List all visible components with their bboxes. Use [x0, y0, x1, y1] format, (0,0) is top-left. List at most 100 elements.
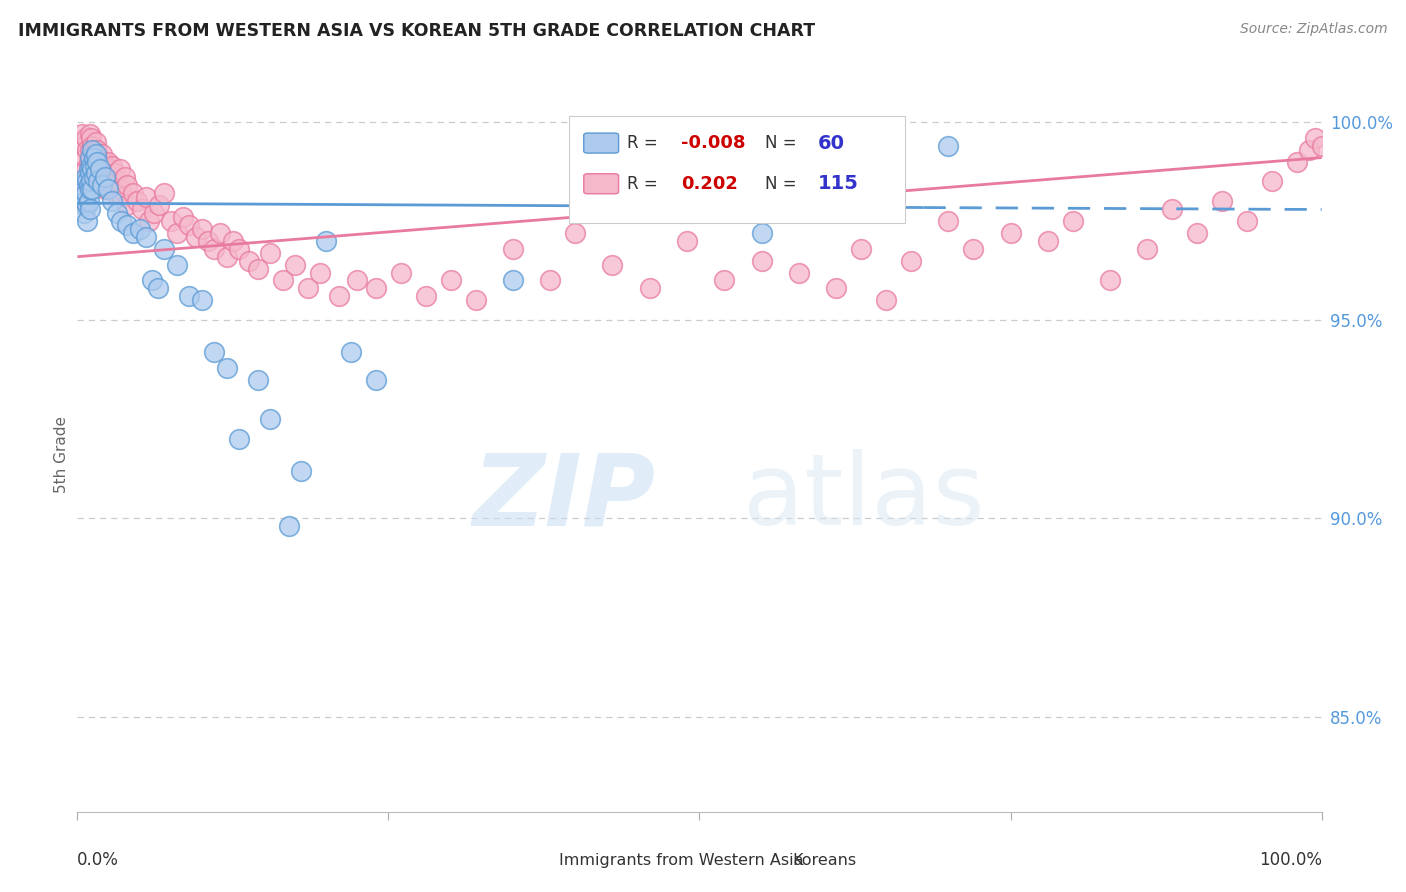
Point	[91, 170, 114, 185]
Point	[290, 464, 312, 478]
Text: 115: 115	[818, 174, 859, 194]
Point	[464, 293, 486, 308]
Text: N =: N =	[765, 175, 803, 193]
Point	[825, 281, 848, 295]
Point	[75, 130, 97, 145]
Point	[79, 159, 101, 173]
Point	[91, 146, 114, 161]
Point	[83, 166, 105, 180]
Point	[82, 143, 104, 157]
Point	[1099, 273, 1122, 287]
Text: 0.202: 0.202	[681, 175, 738, 193]
Point	[86, 143, 108, 157]
Point	[79, 182, 101, 196]
Y-axis label: 5th Grade: 5th Grade	[53, 417, 69, 493]
Point	[94, 170, 117, 185]
Point	[215, 360, 238, 375]
Point	[440, 273, 463, 287]
Point	[84, 146, 107, 161]
Point	[141, 273, 163, 287]
Point	[72, 198, 94, 212]
Point	[962, 242, 984, 256]
Point	[179, 218, 201, 232]
Point	[1136, 242, 1159, 256]
Point	[73, 182, 96, 196]
Point	[179, 289, 201, 303]
Point	[72, 190, 94, 204]
Point	[184, 230, 207, 244]
Point	[1000, 226, 1022, 240]
Point	[76, 174, 98, 188]
Text: 100.0%: 100.0%	[1258, 851, 1322, 869]
Point	[101, 159, 124, 173]
Point	[143, 206, 166, 220]
Point	[309, 266, 332, 280]
Point	[76, 198, 98, 212]
Point	[122, 186, 145, 201]
Point	[602, 258, 624, 272]
Point	[87, 174, 110, 188]
Point	[86, 154, 108, 169]
FancyBboxPatch shape	[569, 116, 905, 223]
Point	[246, 373, 269, 387]
Point	[328, 289, 350, 303]
Point	[148, 281, 170, 295]
Point	[538, 273, 561, 287]
Point	[751, 253, 773, 268]
Point	[73, 151, 96, 165]
Point	[83, 151, 105, 165]
Point	[89, 178, 111, 193]
Point	[259, 245, 281, 260]
Point	[82, 174, 104, 188]
Point	[222, 234, 245, 248]
Point	[93, 162, 115, 177]
Point	[93, 154, 115, 169]
Point	[131, 202, 153, 216]
Point	[1211, 194, 1233, 209]
Point	[1298, 143, 1320, 157]
Point	[101, 194, 124, 209]
Point	[875, 293, 897, 308]
Text: atlas: atlas	[742, 450, 984, 546]
Point	[105, 206, 128, 220]
Point	[97, 182, 120, 196]
Point	[246, 261, 269, 276]
Point	[79, 166, 101, 180]
Point	[91, 178, 114, 193]
Point	[83, 146, 105, 161]
Point	[389, 266, 412, 280]
Point	[1036, 234, 1059, 248]
Point	[110, 214, 132, 228]
Point	[84, 154, 107, 169]
Text: R =: R =	[627, 175, 669, 193]
Point	[128, 222, 150, 236]
Point	[77, 194, 100, 209]
Point	[148, 198, 170, 212]
Text: Koreans: Koreans	[793, 853, 856, 868]
Point	[83, 178, 105, 193]
Point	[76, 214, 98, 228]
Point	[138, 214, 160, 228]
Point	[98, 162, 121, 177]
Point	[77, 178, 100, 193]
Point	[284, 258, 307, 272]
Point	[215, 250, 238, 264]
Point	[72, 206, 94, 220]
Point	[114, 170, 136, 185]
Point	[83, 159, 105, 173]
Point	[89, 159, 111, 173]
Point	[900, 253, 922, 268]
Point	[259, 412, 281, 426]
Point	[676, 234, 699, 248]
Text: 0.0%: 0.0%	[77, 851, 120, 869]
FancyBboxPatch shape	[755, 851, 787, 870]
Point	[101, 178, 124, 193]
Point	[238, 253, 260, 268]
Point	[1236, 214, 1258, 228]
Point	[135, 190, 157, 204]
Text: R =: R =	[627, 134, 664, 152]
Point	[79, 127, 101, 141]
Point	[340, 344, 363, 359]
Point	[97, 174, 120, 188]
Point	[80, 174, 103, 188]
